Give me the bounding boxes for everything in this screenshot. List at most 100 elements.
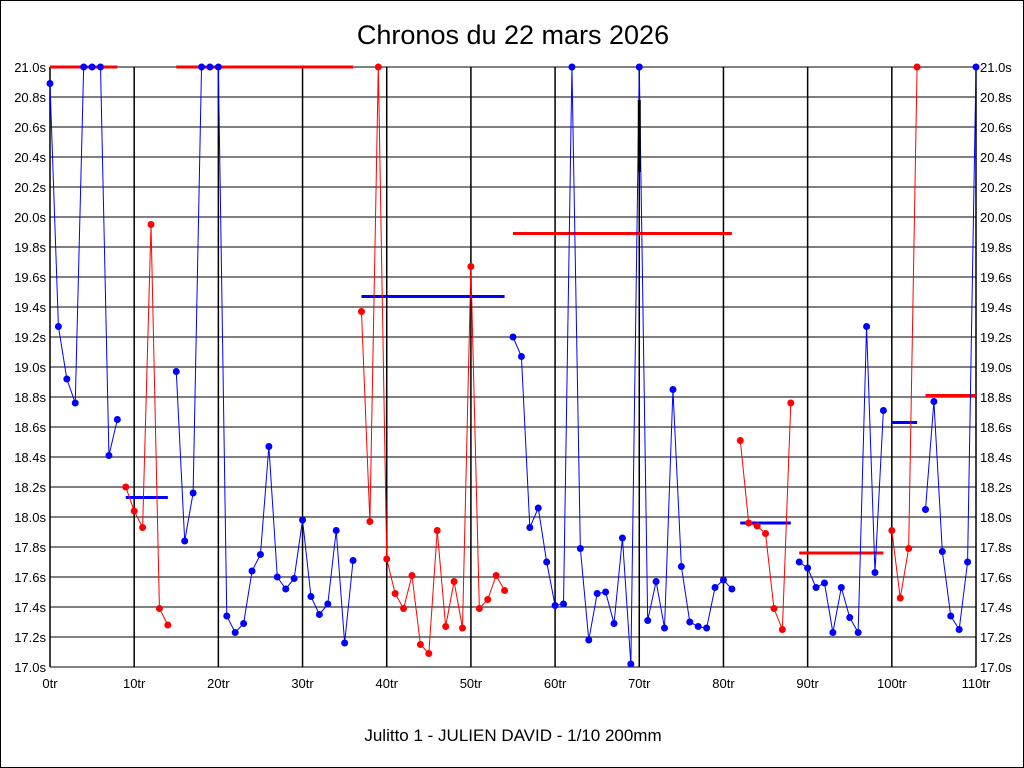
segment-5-point <box>728 585 736 593</box>
segment-3-point <box>206 63 214 71</box>
y-tick-label-right: 20.0s <box>980 210 1012 225</box>
y-tick-label-left: 17.4s <box>14 600 46 615</box>
segment-4-point <box>383 555 391 563</box>
y-tick-label-right: 20.2s <box>980 180 1012 195</box>
segment-5-point <box>686 618 694 626</box>
y-tick-label-left: 20.6s <box>14 120 46 135</box>
y-tick-label-left: 19.6s <box>14 270 46 285</box>
segment-2-line <box>125 224 169 626</box>
segment-4-point <box>442 623 450 630</box>
segment-8-line <box>891 66 918 599</box>
x-tick-label: 90tr <box>796 676 819 691</box>
segment-3-point <box>273 573 281 581</box>
x-tick-label: 50tr <box>460 676 483 691</box>
y-tick-label-right: 19.6s <box>980 270 1012 285</box>
segment-2-point <box>130 507 138 515</box>
segment-1-point <box>105 452 113 459</box>
segment-3-point <box>341 639 349 647</box>
y-tick-label-right: 18.2s <box>980 480 1012 495</box>
segment-7-point <box>820 579 828 587</box>
y-tick-label-left: 17.6s <box>14 570 46 585</box>
segment-9-point <box>930 398 938 405</box>
segment-5-point <box>635 63 643 71</box>
segment-4-point <box>450 578 458 585</box>
y-tick-label-left: 17.8s <box>14 540 46 555</box>
x-tick-label: 110tr <box>962 676 991 691</box>
grid <box>49 66 977 668</box>
segment-4-point <box>357 308 365 315</box>
segment-5-point <box>661 624 669 632</box>
y-tick-label-right: 18.4s <box>980 450 1012 465</box>
y-tick-label-left: 20.4s <box>14 150 46 165</box>
segment-5-point <box>694 623 702 630</box>
segment-8-point <box>905 545 913 552</box>
segment-7-point <box>795 558 803 566</box>
segment-6-point <box>736 437 744 444</box>
segment-8-point <box>896 594 904 602</box>
y-tick-label-right: 18.0s <box>980 510 1012 525</box>
y-tick-label-left: 20.0s <box>14 210 46 225</box>
segment-3-point <box>332 527 340 534</box>
segment-7-point <box>879 407 887 414</box>
segment-5-point <box>585 636 593 644</box>
segment-6-point <box>787 399 795 407</box>
segment-6-point <box>753 522 761 530</box>
segment-8-point <box>888 527 896 534</box>
y-tick-label-right: 17.8s <box>980 540 1012 555</box>
segment-4-point <box>366 518 374 525</box>
segment-3-point <box>290 575 298 582</box>
x-tick-label: 10tr <box>123 676 146 691</box>
segment-5-point <box>677 563 685 570</box>
x-tick-label: 80tr <box>712 676 735 691</box>
segment-6-point <box>745 519 753 527</box>
segment-5-point <box>560 600 568 608</box>
segment-9-point <box>955 626 963 633</box>
segment-3-point <box>181 537 189 545</box>
segment-3-point <box>223 612 231 620</box>
segment-4-point <box>400 605 408 612</box>
y-tick-label-right: 19.8s <box>980 240 1012 255</box>
segment-3-line <box>175 66 354 644</box>
segment-7-point <box>846 614 854 621</box>
segment-5-point <box>610 620 618 627</box>
y-tick-label-right: 17.4s <box>980 600 1012 615</box>
segment-8-point <box>913 63 921 71</box>
y-tick-label-right: 20.4s <box>980 150 1012 165</box>
x-tick-label: 0tr <box>42 676 58 691</box>
segment-4-point <box>391 590 399 597</box>
x-tick-label: 60tr <box>544 676 567 691</box>
segment-4-point <box>416 641 424 648</box>
segment-3-point <box>214 63 222 71</box>
segment-7-point <box>854 629 862 636</box>
segment-3-point <box>198 63 206 71</box>
segment-4-point <box>425 650 433 657</box>
segment-2-point <box>155 605 163 612</box>
segment-5-point <box>618 534 626 542</box>
y-tick-label-right: 19.0s <box>980 360 1012 375</box>
y-tick-label-right: 19.2s <box>980 330 1012 345</box>
axis-ticks: 17.0s 17.0s 17.2s 17.2s 17.4s 17.4s 17.6s 17.6s… <box>14 60 1012 691</box>
x-tick-label: 30tr <box>291 676 314 691</box>
segment-5-point <box>719 576 727 584</box>
segment-5-point <box>576 545 584 552</box>
y-tick-label-left: 18.4s <box>14 450 46 465</box>
segment-3-point <box>349 557 357 564</box>
segment-9-point <box>938 548 946 555</box>
segment-6-point <box>762 530 770 537</box>
segment-9-point <box>921 506 929 513</box>
segment-3-point <box>282 585 290 593</box>
y-tick-label-right: 21.0s <box>980 60 1012 75</box>
segment-5-point <box>703 624 711 632</box>
x-tick-label: 100tr <box>877 676 907 691</box>
segment-2-point <box>122 483 130 491</box>
y-tick-label-left: 17.0s <box>14 660 46 675</box>
segment-1-point <box>88 63 96 71</box>
y-tick-label-right: 18.8s <box>980 390 1012 405</box>
segment-1-point <box>54 323 62 330</box>
segment-2-point <box>139 524 147 531</box>
segment-3-point <box>240 620 248 627</box>
segment-5-point <box>551 602 559 609</box>
segment-1-point <box>46 80 54 87</box>
segment-3-point <box>256 551 264 558</box>
segment-3-point <box>248 567 256 575</box>
